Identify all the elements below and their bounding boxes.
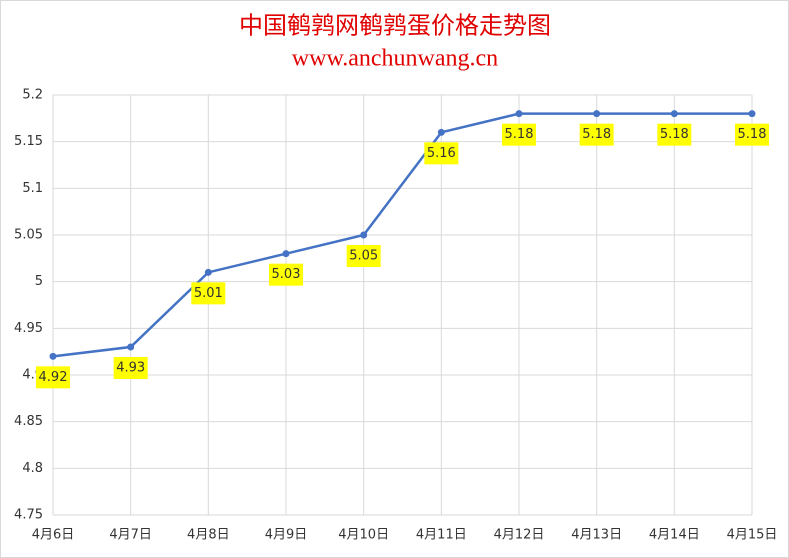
chart-title: 中国鹌鹑网鹌鹑蛋价格走势图 (239, 12, 551, 40)
value-label-bg (269, 263, 303, 286)
value-label: 5.18 (582, 127, 611, 142)
x-tick-label: 4月14日 (649, 528, 700, 543)
point (748, 110, 756, 118)
value-label: 4.93 (116, 361, 145, 376)
value-label: 5.18 (660, 127, 689, 142)
y-tick-label: 5 (35, 274, 43, 289)
x-tick-label: 4月8日 (187, 528, 230, 543)
point (204, 268, 212, 276)
value-label: 5.16 (427, 146, 456, 161)
y-tick-label: 5.2 (22, 88, 43, 103)
value-label-bg (657, 123, 692, 146)
value-label-bg (346, 245, 381, 267)
point (593, 110, 601, 118)
value-label-bg (113, 357, 148, 379)
x-tick-label: 4月10日 (338, 528, 389, 543)
value-label: 4.92 (39, 370, 68, 385)
y-tick-label: 5.15 (14, 134, 43, 149)
x-tick-label: 4月7日 (109, 528, 152, 543)
x-tick-label: 4月15日 (727, 528, 778, 543)
y-tick-label: 4.85 (14, 414, 43, 429)
x-tick-label: 4月12日 (494, 528, 545, 543)
value-label: 5.03 (272, 267, 301, 282)
value-label: 5.18 (505, 127, 534, 142)
value-label: 5.05 (349, 249, 378, 264)
y-tick-label: 4.8 (22, 461, 43, 476)
value-label: 5.01 (194, 286, 223, 301)
point (49, 352, 57, 360)
y-tick-label: 4.95 (14, 321, 43, 336)
value-label-bg (735, 123, 769, 146)
x-tick-label: 4月9日 (265, 528, 308, 543)
y-tick-label: 5.1 (22, 181, 43, 196)
y-tick-label: 4.75 (14, 508, 43, 523)
value-label-bg (424, 142, 459, 165)
point (282, 250, 290, 258)
point (670, 110, 678, 118)
point (127, 343, 135, 351)
x-tick-label: 4月11日 (416, 528, 467, 543)
value-label-bg (579, 123, 614, 146)
y-tick-label: 5.05 (14, 228, 43, 243)
value-label-bg (191, 282, 226, 305)
value-label-bg (502, 123, 536, 146)
point (437, 128, 445, 136)
value-label-bg (36, 366, 70, 389)
point (515, 110, 523, 118)
value-label: 5.18 (738, 127, 767, 142)
line (52, 112, 752, 358)
x-tick-label: 4月6日 (32, 528, 75, 543)
chart-subtitle: www.anchunwang.cn (292, 46, 498, 72)
point (360, 231, 368, 239)
x-tick-label: 4月13日 (571, 528, 622, 543)
